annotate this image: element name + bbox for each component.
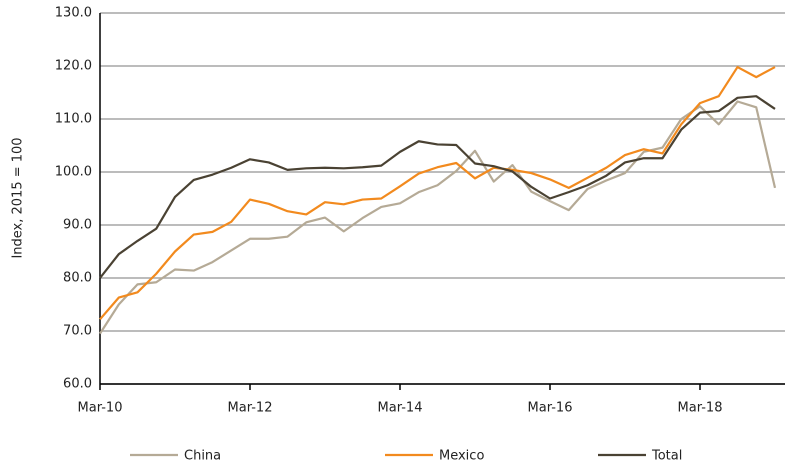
x-tick-label: Mar-18 [678,401,723,416]
y-tick-label: 90.0 [63,218,92,233]
x-tick-label: Mar-10 [78,401,123,416]
y-tick-label: 120.0 [55,59,92,74]
y-tick-label: 110.0 [55,112,92,127]
y-axis-label: Index, 2015 = 100 [11,137,26,258]
y-tick-label: 70.0 [63,324,92,339]
y-tick-label: 130.0 [55,6,92,21]
y-tick-label: 80.0 [63,271,92,286]
y-tick-label: 100.0 [55,165,92,180]
line-series [99,95,776,279]
legend-label: China [184,449,221,464]
y-tick-label: 60.0 [63,377,92,392]
x-tick-label: Mar-14 [378,401,423,416]
line-series [99,65,776,321]
line-series [99,100,777,335]
x-tick-label: Mar-12 [228,401,273,416]
x-tick-label: Mar-16 [528,401,573,416]
legend-label: Mexico [439,449,484,464]
legend-label: Total [651,449,682,464]
